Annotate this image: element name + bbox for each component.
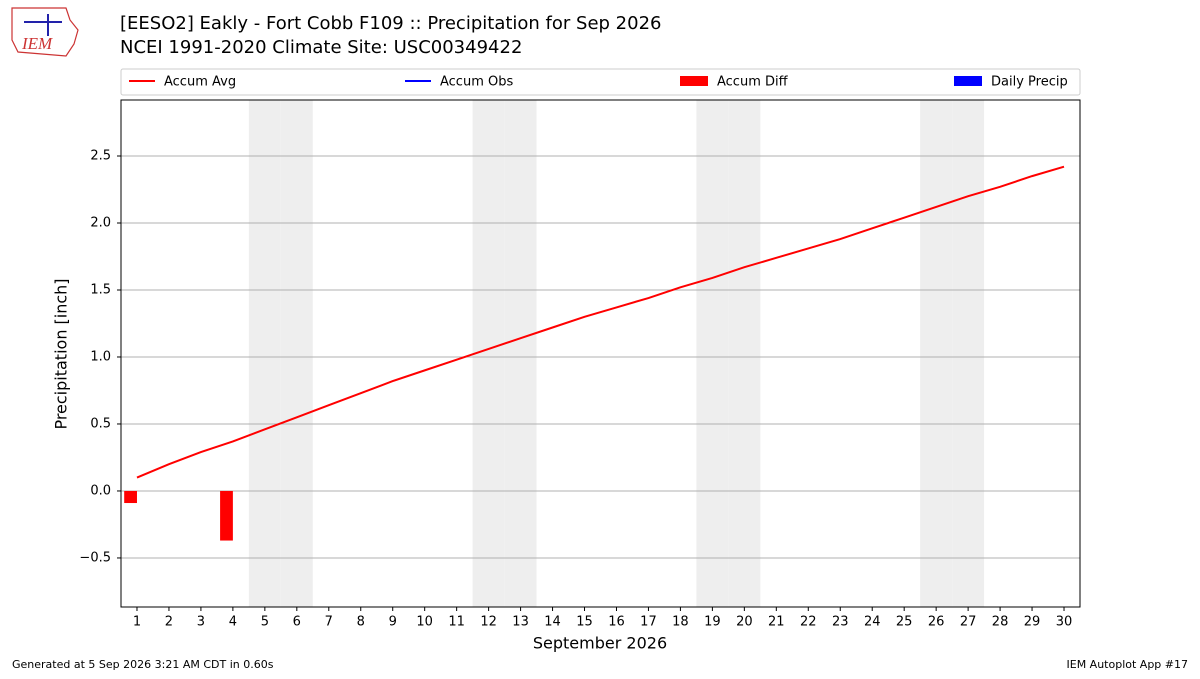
legend [120,68,1081,96]
x-axis-label: September 2026 [533,634,667,653]
weekend-shade [248,100,281,607]
x-tick-label: 25 [896,615,913,630]
x-tick-label: 10 [416,615,433,630]
x-tick-label: 1 [133,615,141,630]
weekend-shade [952,100,985,607]
y-tick-label: 0.0 [90,483,111,498]
bar [124,490,137,504]
legend-label: Accum Diff [717,75,789,90]
x-tick-label: 6 [293,615,301,630]
legend-label: Daily Precip [991,75,1068,90]
y-tick-label: 1.0 [90,349,111,364]
footer-right: IEM Autoplot App #17 [1067,658,1189,671]
x-tick-label: 23 [832,615,849,630]
logo: IEM [11,7,79,57]
legend-label: Accum Avg [164,75,236,90]
y-tick-label: 2.5 [90,149,111,164]
weekend-shade [504,100,537,607]
x-tick-label: 24 [864,615,881,630]
legend-swatch [680,76,708,86]
weekend-shade [280,100,313,607]
x-tick-label: 3 [197,615,205,630]
x-tick-label: 14 [544,615,561,630]
x-tick-label: 29 [1024,615,1041,630]
x-tick-label: 18 [672,615,689,630]
legend-swatch [954,76,982,86]
x-tick-label: 22 [800,615,817,630]
x-tick-label: 15 [576,615,593,630]
x-tick-label: 9 [389,615,397,630]
y-axis-label: Precipitation [inch] [52,278,71,429]
y-tick-label: 0.5 [90,416,111,431]
x-tick-label: 28 [992,615,1009,630]
weekend-shade [920,100,953,607]
x-tick-label: 7 [325,615,333,630]
logo-text: IEM [21,34,53,53]
x-tick-label: 26 [928,615,945,630]
x-tick-label: 5 [261,615,269,630]
y-tick-label: 2.0 [90,215,111,230]
chart-title: [EESO2] Eakly - Fort Cobb F109 :: Precip… [120,13,661,34]
y-tick-label: 1.5 [90,282,111,297]
chart-subtitle: NCEI 1991-2020 Climate Site: USC00349422 [120,37,522,58]
footer-left: Generated at 5 Sep 2026 3:21 AM CDT in 0… [12,658,274,671]
legend-label: Accum Obs [440,75,513,90]
bar [220,490,233,541]
x-tick-label: 16 [608,615,625,630]
x-tick-label: 30 [1056,615,1073,630]
x-tick-label: 11 [448,615,465,630]
x-tick-label: 20 [736,615,753,630]
x-tick-label: 8 [357,615,365,630]
x-tick-label: 17 [640,615,657,630]
weekend-shade [696,100,729,607]
x-tick-label: 4 [229,615,237,630]
x-tick-label: 19 [704,615,721,630]
x-tick-label: 21 [768,615,785,630]
x-tick-label: 13 [512,615,529,630]
y-tick-label: −0.5 [79,550,111,565]
logo-outline [11,7,79,57]
x-tick-label: 2 [165,615,173,630]
line-series [136,165,1065,479]
x-tick-label: 12 [480,615,497,630]
x-tick-label: 27 [960,615,977,630]
weekend-shade [728,100,761,607]
plot-frame [120,99,1081,608]
